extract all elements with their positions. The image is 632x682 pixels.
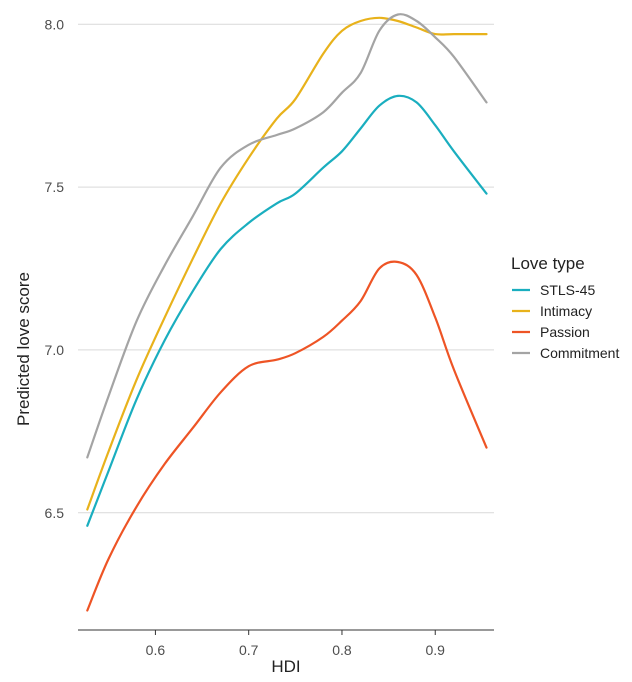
legend-label: Commitment bbox=[540, 345, 619, 361]
y-tick-label: 7.0 bbox=[45, 342, 65, 358]
y-axis-title: Predicted love score bbox=[14, 272, 33, 426]
x-tick-label: 0.9 bbox=[426, 642, 446, 658]
x-axis-title: HDI bbox=[271, 657, 300, 676]
series-line-stls-45 bbox=[86, 94, 488, 527]
legend-label: Intimacy bbox=[540, 303, 592, 319]
legend-label: STLS-45 bbox=[540, 282, 595, 298]
legend: Love type STLS-45 Intimacy Passion Commitme… bbox=[511, 254, 619, 361]
y-tick-label: 6.5 bbox=[45, 505, 65, 521]
y-tick-label: 7.5 bbox=[45, 179, 65, 195]
y-tick-label: 8.0 bbox=[45, 16, 65, 32]
legend-label: Passion bbox=[540, 324, 590, 340]
legend-title: Love type bbox=[511, 254, 585, 273]
x-tick-label: 0.7 bbox=[239, 642, 259, 658]
legend-items: STLS-45 Intimacy Passion Commitment bbox=[512, 282, 619, 361]
series-line-commitment bbox=[86, 13, 488, 459]
x-tick-label: 0.8 bbox=[332, 642, 352, 658]
series-line-intimacy bbox=[86, 16, 488, 511]
y-axis-ticks: 6.5 7.0 7.5 8.0 bbox=[45, 16, 65, 520]
x-tick-label: 0.6 bbox=[146, 642, 166, 658]
series-line-passion bbox=[86, 260, 488, 612]
x-axis-ticks: 0.6 0.7 0.8 0.9 bbox=[146, 630, 445, 658]
gridlines bbox=[78, 23, 494, 514]
series-lines bbox=[86, 13, 488, 612]
